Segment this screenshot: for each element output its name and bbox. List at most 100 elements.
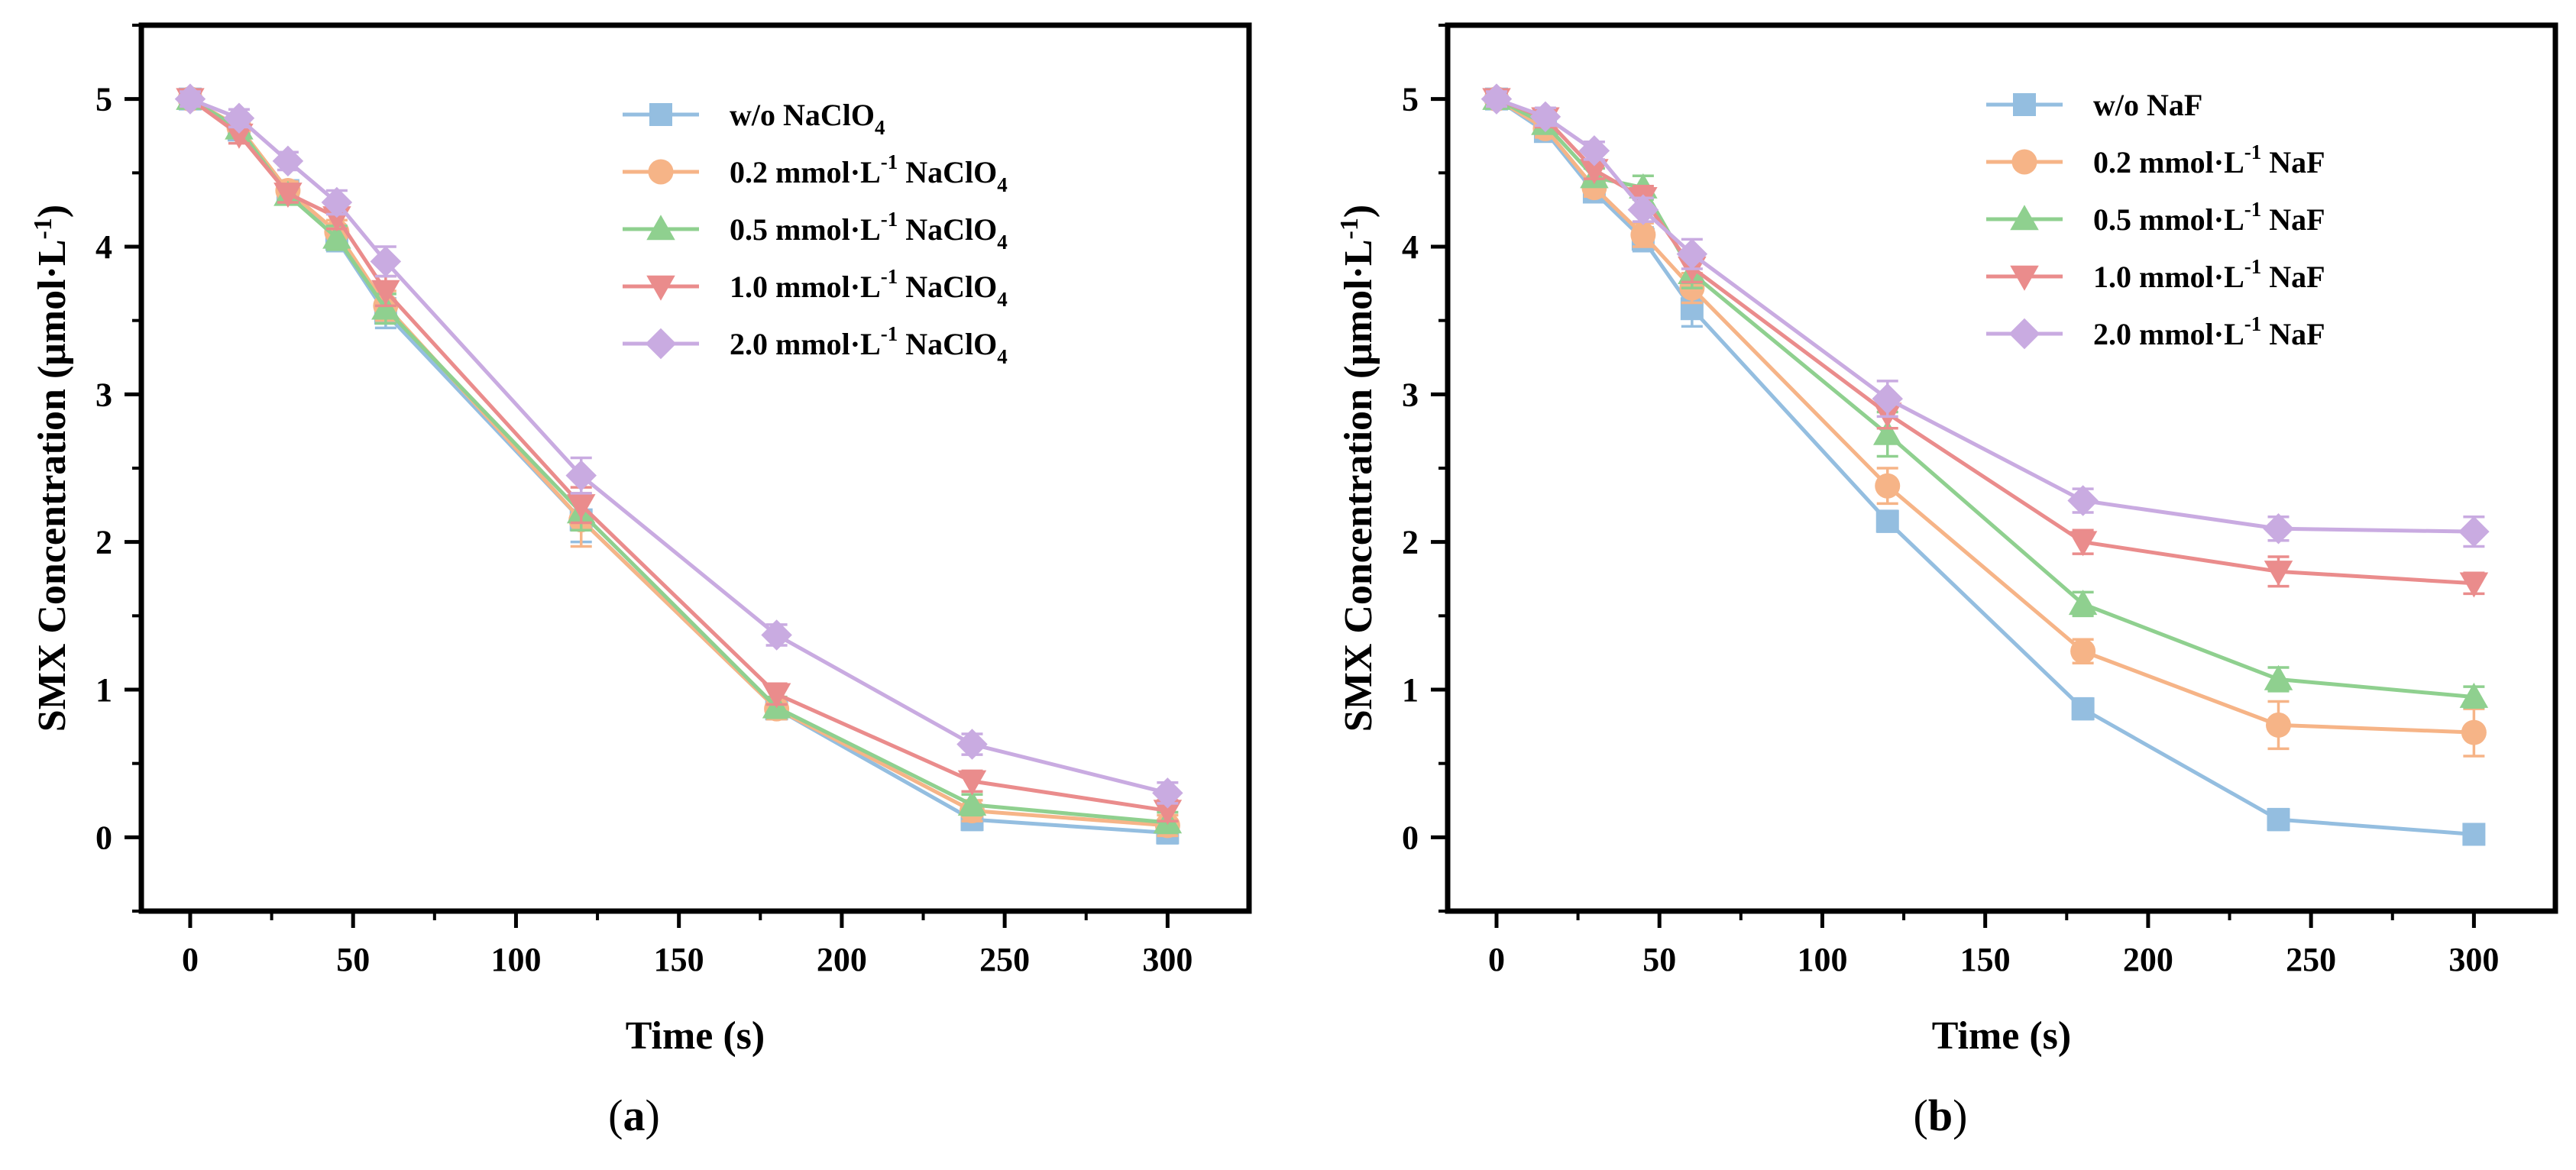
x-tick-label: 50 [336,941,370,978]
legend-label-part: 1.0 mmol·L [2093,260,2244,294]
y-tick-label: 1 [1402,671,1419,709]
data-point [1872,383,1903,415]
data-point [1153,800,1183,826]
legend-label-part: 2.0 mmol·L [730,327,881,361]
data-point [2458,516,2490,548]
data-point [2068,531,2098,557]
data-point [1875,473,1901,499]
legend-label-part: NaClO [898,327,997,361]
legend-label-part: NaF [2261,202,2325,237]
y-axis-label-main: SMX Concentration (μmol·L [31,239,74,732]
legend-label-part: 4 [997,345,1008,368]
data-point [1875,509,1899,533]
legend-label-part: 0.5 mmol·L [730,212,881,247]
y-tick-label: 3 [1402,376,1419,413]
data-point [223,102,255,134]
series-5 [174,83,1183,809]
legend-label-part: -1 [881,150,898,173]
panel-label: (b) [1914,1091,1968,1140]
legend-item: 2.0 mmol·L-1 NaClO4 [623,322,1008,368]
data-point [273,183,303,208]
y-axis-label-close: ) [31,205,74,218]
data-point [322,223,351,249]
legend-label: 1.0 mmol·L-1 NaF [2093,255,2325,294]
legend-label-part: 4 [997,173,1008,196]
data-point [321,186,353,218]
x-tick-label: 150 [1960,941,2011,978]
data-point [762,683,791,709]
legend-label: 2.0 mmol·L-1 NaF [2093,312,2325,351]
data-point [1529,101,1561,133]
panel-label-close: ) [646,1091,660,1140]
legend-label-part: -1 [881,208,898,231]
legend-item: w/o NaF [1986,88,2202,122]
legend-item: 0.2 mmol·L-1 NaF [1986,141,2325,179]
panel-b: 0 50 100 150 200 250 300 0 1 2 3 4 5 Time (s) SMX Conc… [1335,22,2558,1140]
y-axis-label-sup: -1 [29,218,57,239]
legend-marker [646,275,675,301]
x-tick-label: 50 [1642,941,1676,978]
series-line [1496,97,2474,586]
data-point [1630,222,1656,248]
legend-marker [2011,149,2037,175]
data-point [2461,719,2487,745]
x-tick-label: 300 [1142,941,1193,978]
plot-frame [138,22,1252,914]
legend-item: 0.5 mmol·L-1 NaF [1986,198,2325,237]
legend-label-part: 1.0 mmol·L [730,270,881,304]
legend-marker [645,328,677,360]
legend-marker [648,159,674,185]
legend-label-part: -1 [2244,141,2262,163]
legend-label-part: 4 [997,231,1008,254]
legend-label-part: w/o NaClO [730,98,875,132]
y-tick-label: 2 [1402,524,1419,561]
data-point [2071,697,2095,721]
data-point [2067,485,2099,516]
y-axis-label-sup: -1 [1335,218,1364,239]
legend-label-part: NaF [2261,260,2325,294]
legend-label-part: NaClO [898,212,997,247]
data-point [1872,419,1902,445]
y-tick-label: 0 [95,819,112,856]
data-point [1676,238,1708,270]
legend-label-part: -1 [2244,198,2262,221]
series-line [1496,97,2474,534]
legend-label-part: 2.0 mmol·L [2093,317,2244,351]
data-point [1578,135,1610,166]
legend-item: 0.2 mmol·L-1 NaClO4 [623,150,1008,196]
legend-marker [2008,318,2040,350]
y-axis-label: SMX Concentration (μmol·L-1) [1335,205,1380,732]
data-point [565,460,597,491]
data-point [2459,682,2489,708]
data-point [956,729,988,760]
x-tick-label: 300 [2448,941,2499,978]
y-tick-label: 5 [1402,81,1419,118]
data-point [174,83,206,115]
legend-label-part: -1 [881,265,898,288]
y-tick-label: 4 [95,228,112,266]
legend-label-part: -1 [2244,312,2262,335]
data-point [2070,638,2096,664]
x-tick-label: 150 [654,941,704,978]
x-tick-label: 200 [817,941,867,978]
legend-label-part: NaClO [898,270,997,304]
panel-label-open: ( [1914,1091,1928,1140]
legend-label-part: 4 [997,288,1008,311]
legend-label-part: w/o NaF [2093,88,2202,122]
legend-marker [649,103,672,126]
plot-frame [1445,22,2558,914]
y-axis-label-close: ) [1337,205,1380,218]
legend-label: 0.2 mmol·L-1 NaF [2093,141,2325,179]
panel-label-letter: b [1928,1091,1953,1140]
panel-label: (a) [608,1091,660,1140]
legend-label-part: NaClO [898,155,997,189]
x-tick-label: 200 [2123,941,2173,978]
data-point [2068,590,2098,616]
series-5 [1481,83,2490,548]
legend-label-part: 0.5 mmol·L [2093,202,2244,237]
x-axis-label: Time (s) [1932,1014,2071,1058]
legend-label: w/o NaClO4 [730,98,885,139]
data-point [370,246,402,277]
y-axis-label-main: SMX Concentration (μmol·L [1337,239,1380,732]
